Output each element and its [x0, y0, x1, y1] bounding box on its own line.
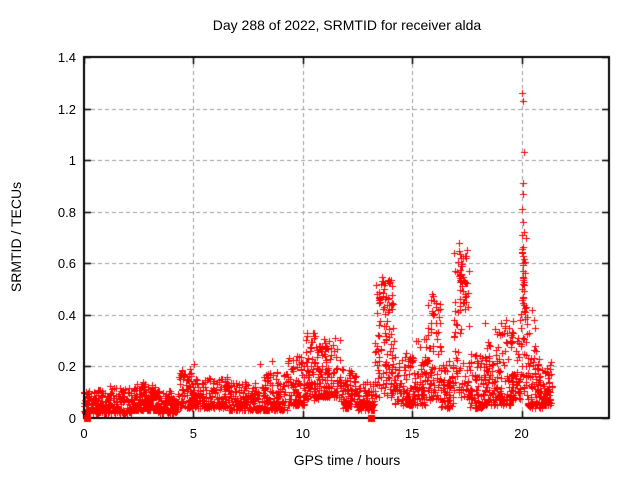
x-tick-label: 0 [80, 426, 88, 441]
x-tick-label: 20 [514, 426, 529, 441]
x-tick-label: 10 [295, 426, 310, 441]
y-tick-label: 0.2 [57, 359, 76, 375]
y-tick-label: 1 [68, 153, 76, 169]
x-tick-label: 15 [404, 426, 420, 441]
y-tick-label: 1.2 [57, 101, 76, 117]
y-tick-label: 0.4 [57, 307, 76, 323]
y-tick-label: 0.6 [57, 256, 76, 272]
x-axis-label: GPS time / hours [293, 452, 401, 468]
y-tick-label: 0 [68, 411, 76, 426]
y-tick-label: 0.8 [57, 204, 76, 220]
y-tick-label: 1.4 [57, 50, 76, 65]
chart-title: Day 288 of 2022, SRMTID for receiver ald… [212, 17, 482, 33]
x-tick-label: 5 [189, 426, 197, 441]
y-axis-label: SRMTID / TECUs [8, 181, 24, 293]
